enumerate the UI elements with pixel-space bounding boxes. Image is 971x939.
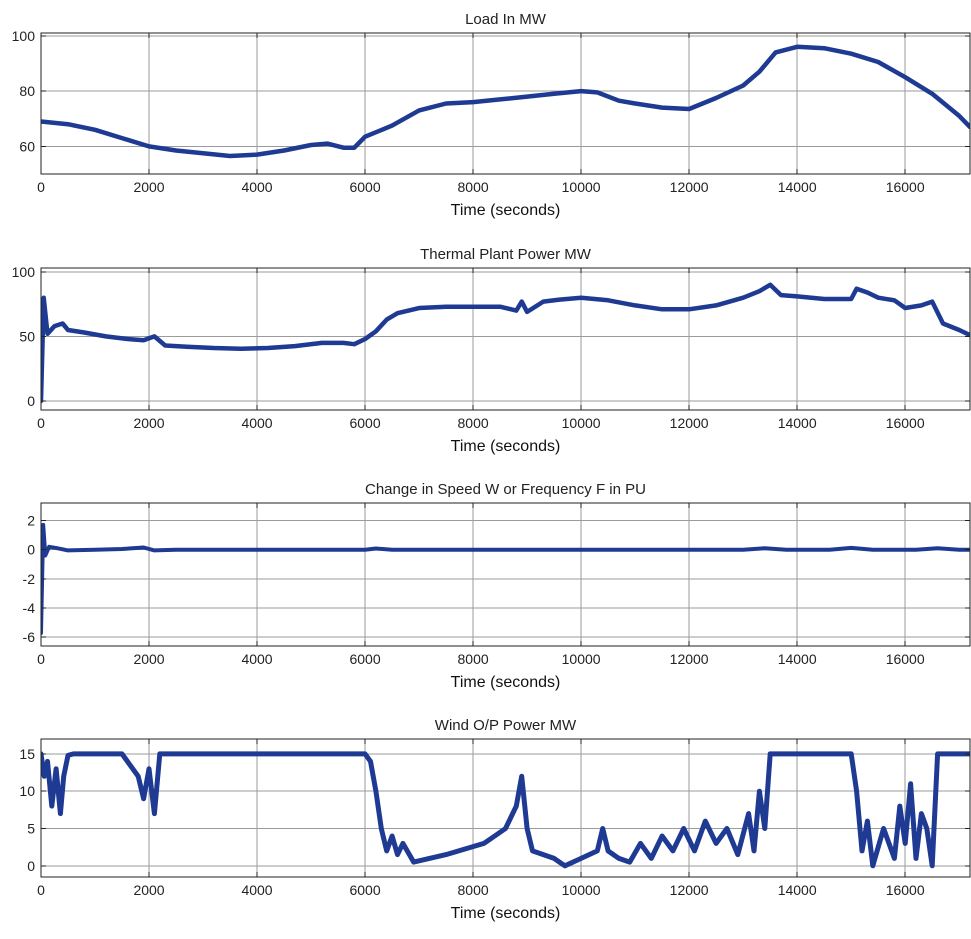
chart-title: Thermal Plant Power MW	[420, 246, 592, 263]
y-tick-label: 50	[19, 328, 35, 344]
x-tick-label: 4000	[241, 415, 272, 431]
chart-panel-1: Load In MW 0 2000 4000 6000 8000 10000 12000 140…	[12, 11, 971, 219]
x-tick-label: 0	[37, 415, 45, 431]
y-tick-label: 5	[27, 821, 35, 837]
y-tick-label: -6	[23, 629, 36, 645]
x-tick-label: 10000	[562, 651, 601, 667]
x-tick-label: 0	[37, 651, 45, 667]
x-tick-label: 6000	[349, 179, 380, 195]
y-tick-label: 15	[19, 746, 35, 762]
y-tick-label: 100	[12, 264, 36, 280]
series-line	[41, 522, 970, 635]
y-tick-label: -4	[23, 600, 36, 616]
series-line	[41, 44, 970, 159]
x-axis-label: Time (seconds)	[451, 905, 561, 922]
series-line	[41, 282, 970, 404]
x-tick-label: 4000	[241, 651, 272, 667]
plot-frame	[40, 32, 971, 175]
x-tick-label: 4000	[241, 179, 272, 195]
x-tick-label: 2000	[133, 651, 164, 667]
x-tick-label: 8000	[458, 651, 489, 667]
chart-panel-3: Change in Speed W or Frequency F in PU 0 2…	[23, 481, 971, 691]
y-tick-label: 60	[19, 138, 35, 154]
x-tick-label: 2000	[133, 415, 164, 431]
x-tick-label: 0	[37, 179, 45, 195]
x-tick-label: 14000	[778, 651, 817, 667]
chart-title: Load In MW	[465, 11, 547, 28]
y-tick-label: -2	[23, 571, 36, 587]
x-tick-label: 12000	[670, 415, 709, 431]
x-tick-label: 12000	[670, 882, 709, 898]
x-axis-label: Time (seconds)	[451, 202, 561, 219]
chart-title: Change in Speed W or Frequency F in PU	[365, 481, 646, 498]
plot-frame	[40, 267, 971, 411]
x-tick-label: 16000	[886, 882, 925, 898]
chart-panel-4: Wind O/P Power MW 0 2000 4000 6000 8000 10000 1…	[19, 717, 971, 922]
x-tick-label: 16000	[886, 651, 925, 667]
x-tick-label: 6000	[349, 882, 380, 898]
x-tick-label: 2000	[133, 179, 164, 195]
y-tick-label: 0	[27, 858, 35, 874]
x-tick-label: 16000	[886, 179, 925, 195]
x-axis-label: Time (seconds)	[451, 674, 561, 691]
y-tick-label: 100	[12, 28, 36, 44]
x-tick-label: 14000	[778, 415, 817, 431]
x-tick-label: 4000	[241, 882, 272, 898]
plot-frame	[40, 502, 971, 647]
x-tick-label: 2000	[133, 882, 164, 898]
x-tick-label: 16000	[886, 415, 925, 431]
x-tick-label: 12000	[670, 651, 709, 667]
x-tick-label: 14000	[778, 179, 817, 195]
y-tick-label: 10	[19, 783, 35, 799]
y-tick-label: 0	[27, 542, 35, 558]
x-tick-label: 6000	[349, 415, 380, 431]
x-tick-label: 8000	[458, 882, 489, 898]
chart-panel-2: Thermal Plant Power MW 0 2000 4000 6000 8000 1…	[12, 246, 971, 455]
series-line	[41, 751, 970, 869]
plot-frame	[40, 738, 971, 878]
x-tick-label: 6000	[349, 651, 380, 667]
x-axis-label: Time (seconds)	[451, 438, 561, 455]
x-tick-label: 10000	[562, 179, 601, 195]
x-tick-label: 0	[37, 882, 45, 898]
x-tick-label: 14000	[778, 882, 817, 898]
x-tick-label: 10000	[562, 882, 601, 898]
x-tick-label: 8000	[458, 179, 489, 195]
y-tick-label: 80	[19, 83, 35, 99]
x-tick-label: 12000	[670, 179, 709, 195]
y-tick-label: 0	[27, 393, 35, 409]
x-tick-label: 10000	[562, 415, 601, 431]
chart-title: Wind O/P Power MW	[435, 717, 577, 734]
y-tick-label: 2	[27, 513, 35, 529]
x-tick-label: 8000	[458, 415, 489, 431]
